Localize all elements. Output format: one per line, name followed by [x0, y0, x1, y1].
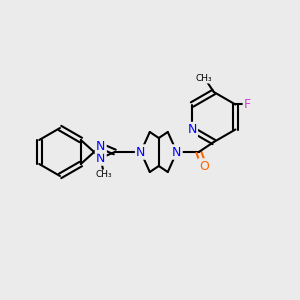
Text: N: N — [96, 152, 106, 164]
Text: N: N — [136, 146, 146, 158]
Text: O: O — [199, 160, 209, 172]
Text: N: N — [188, 123, 197, 136]
Text: N: N — [172, 146, 182, 158]
Text: CH₃: CH₃ — [95, 170, 112, 179]
Text: CH₃: CH₃ — [196, 74, 212, 83]
Text: N: N — [96, 140, 106, 152]
Text: F: F — [244, 98, 251, 111]
